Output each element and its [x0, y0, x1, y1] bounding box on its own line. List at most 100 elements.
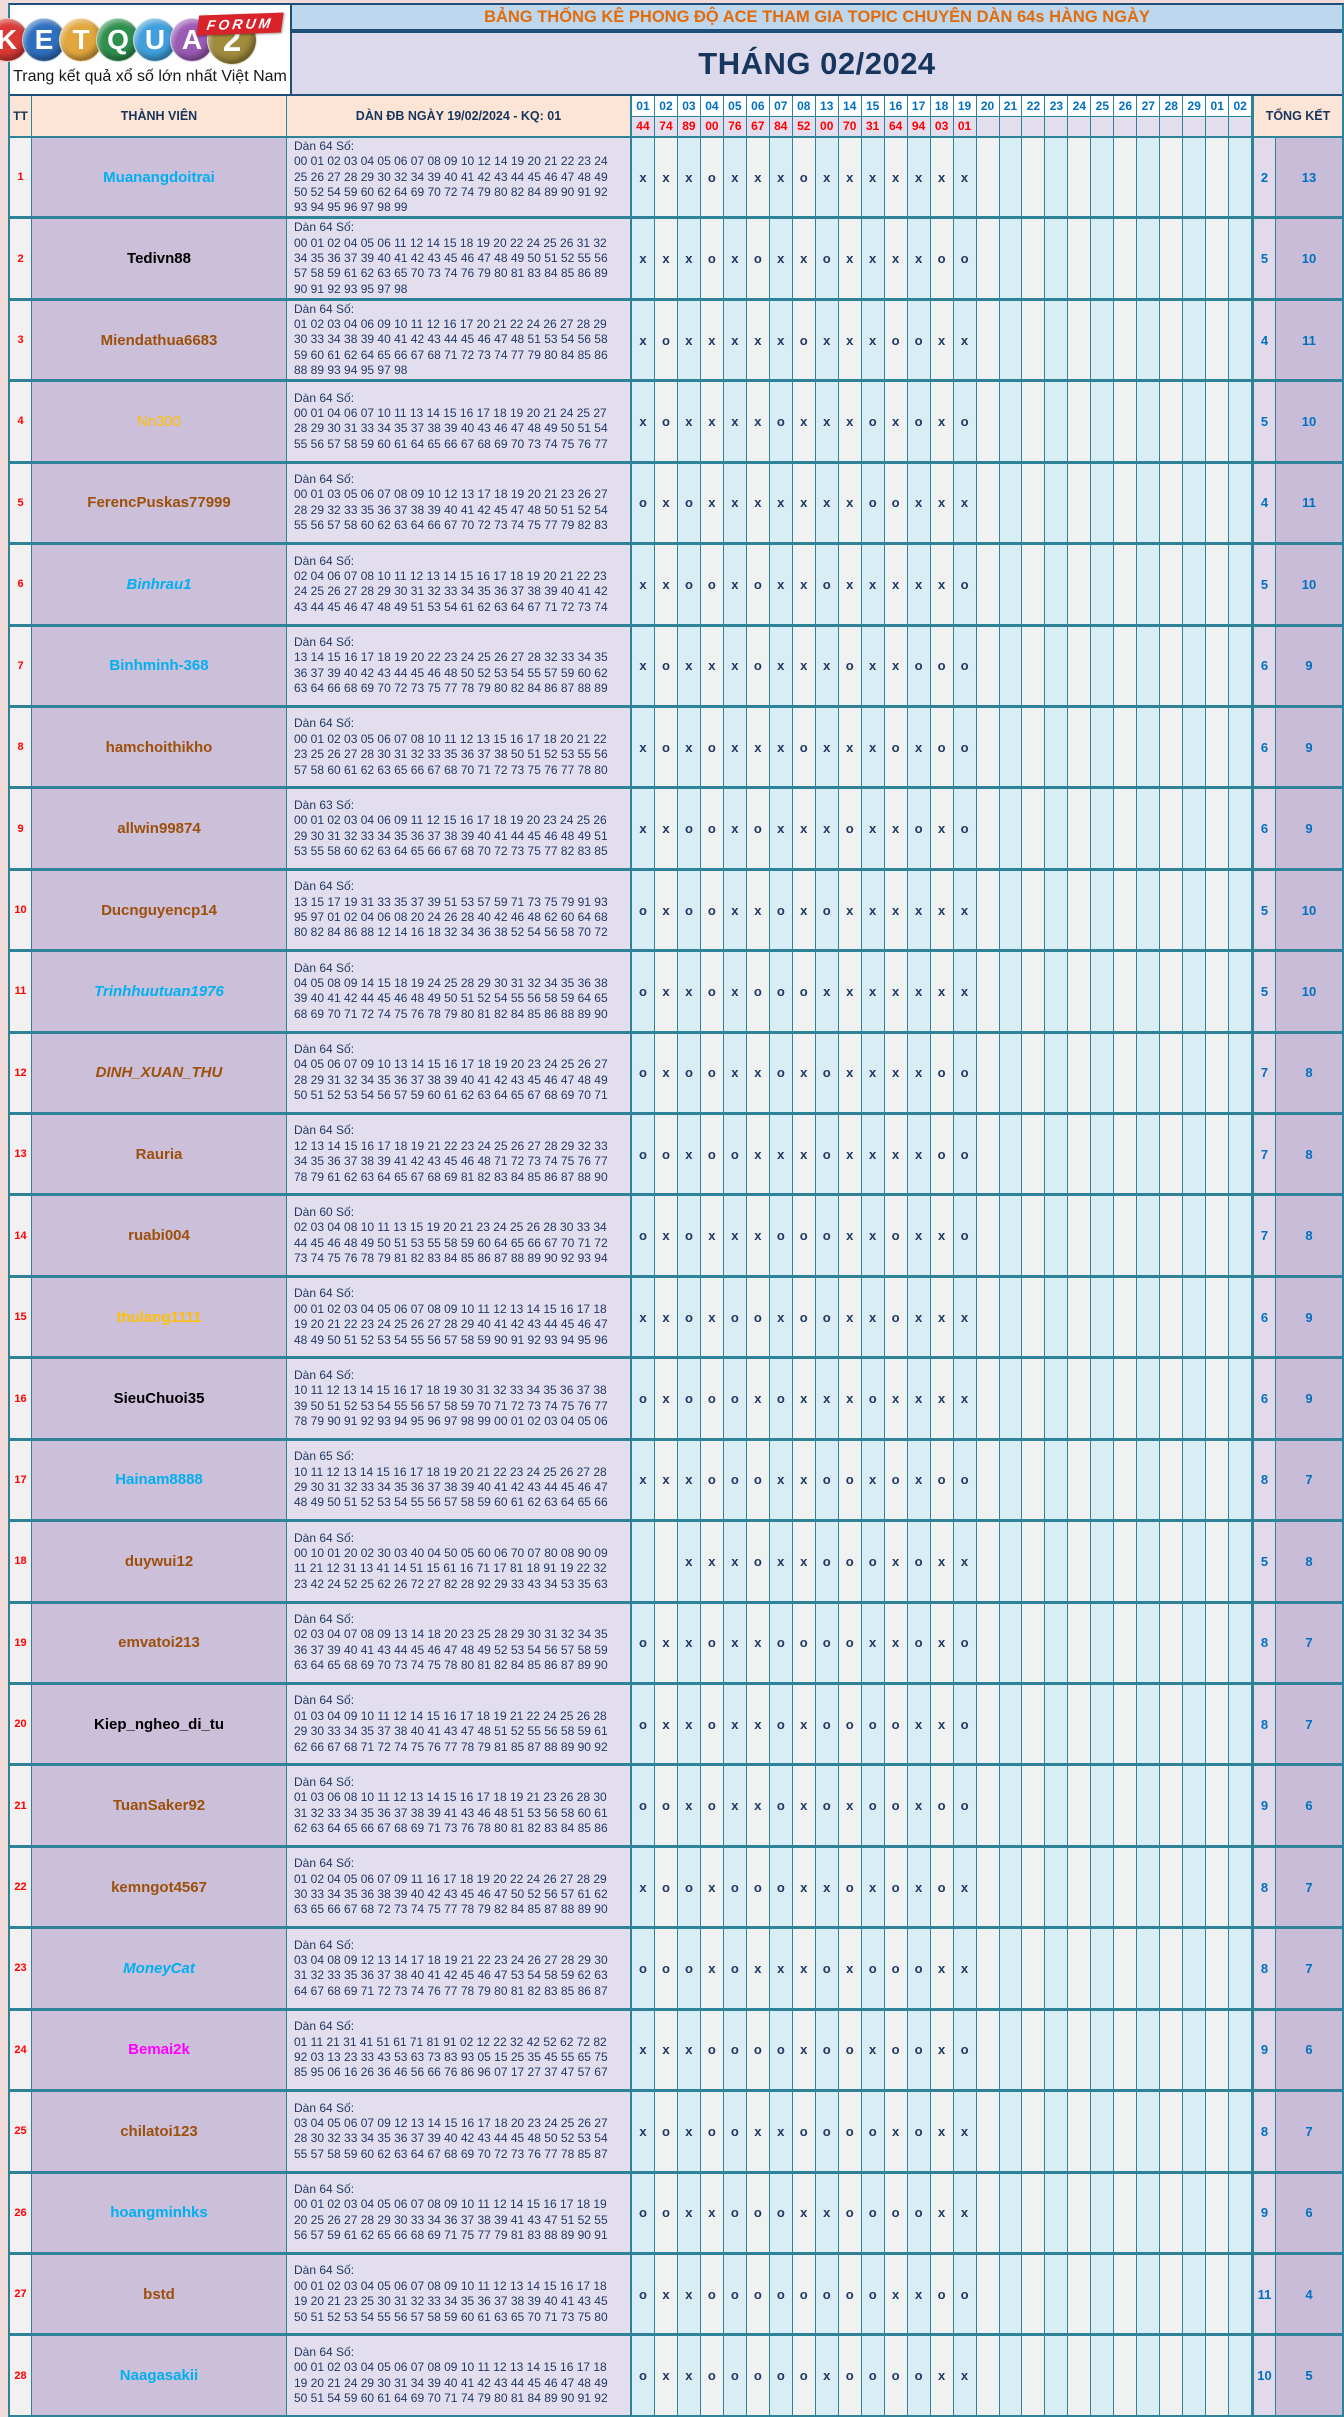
day-mark-cell: o [838, 2173, 862, 2252]
dan-label: Dàn 64 Số: [294, 1367, 355, 1382]
dan-numbers-cell: Dàn 64 Số: 00 01 04 06 07 10 11 13 14 15 … [287, 382, 632, 461]
day-mark-cell [1068, 707, 1092, 787]
member-name-cell: Bemai2k [32, 2010, 287, 2090]
member-name[interactable]: Bemai2k [128, 2041, 190, 2059]
day-mark-cell: x [884, 382, 908, 461]
day-mark-cell [1160, 382, 1184, 461]
day-mark-cell [1183, 382, 1207, 461]
day-mark-cell [976, 870, 1000, 950]
date-header-cell: 14 [839, 96, 862, 116]
day-mark-cell: o [700, 138, 724, 217]
member-name[interactable]: Miendathua6683 [100, 331, 218, 349]
dan-numbers-line: 01 03 06 08 10 11 12 13 14 15 16 17 18 1… [294, 1790, 607, 1805]
member-name-cell: kemngot4567 [32, 1847, 287, 1927]
member-name[interactable]: DINH_XUAN_THU [95, 1064, 223, 1082]
day-mark-cell: o [953, 1115, 977, 1194]
member-name[interactable]: Naagasakii [119, 2367, 199, 2385]
day-mark-cell [999, 707, 1023, 787]
day-mark-cell: o [769, 2336, 793, 2415]
member-name[interactable]: hoangminhks [110, 2204, 208, 2222]
member-name[interactable]: Muanangdoitrai [103, 168, 215, 186]
day-mark-cell [1206, 952, 1230, 1031]
day-mark-cell: o [884, 2173, 908, 2252]
member-name[interactable]: emvatoi213 [118, 1634, 200, 1652]
member-name[interactable]: Nn300 [136, 412, 182, 430]
day-mark-cell [1114, 2010, 1138, 2090]
member-name[interactable]: FerencPuskas77999 [87, 494, 231, 512]
member-name[interactable]: allwin99874 [117, 820, 201, 838]
member-name[interactable]: ruabi004 [128, 1227, 190, 1245]
day-mark-cell [1114, 219, 1138, 298]
day-mark-cell: x [792, 1929, 816, 2008]
member-name[interactable]: Ducnguyencp14 [101, 901, 217, 919]
dan-label: Dàn 64 Số: [294, 1856, 355, 1871]
total-x-count: 11 [1276, 300, 1342, 380]
member-name[interactable]: Kiep_ngheo_di_tu [93, 1715, 224, 1733]
member-name[interactable]: thulang1111 [116, 1308, 202, 1326]
day-mark-cell: o [746, 1847, 770, 1927]
member-name[interactable]: Tedivn88 [127, 250, 191, 268]
day-mark-cell: o [953, 2254, 977, 2334]
day-mark-cell: x [654, 545, 678, 624]
day-mark-cell: o [746, 2010, 770, 2090]
member-name[interactable]: Rauria [135, 1145, 183, 1163]
day-mark-cell: x [861, 626, 885, 705]
member-name[interactable]: kemngot4567 [111, 1878, 207, 1896]
day-mark-cell: x [723, 952, 747, 1031]
day-mark-cell: x [792, 789, 816, 868]
day-mark-cell: o [815, 1766, 839, 1845]
day-mark-cell [976, 1359, 1000, 1438]
member-name[interactable]: Binhrau1 [126, 575, 192, 593]
day-mark-cell [1022, 382, 1046, 461]
day-mark-cell [1183, 2010, 1207, 2090]
day-mark-cell: o [953, 1033, 977, 1113]
day-mark-cell: o [700, 2254, 724, 2334]
dan-numbers-line: 53 55 58 60 62 63 64 65 66 67 68 70 72 7… [294, 843, 608, 858]
member-name[interactable]: bstd [143, 2285, 175, 2303]
member-name[interactable]: Binhminh-368 [109, 657, 209, 675]
col-header-tt: TT [10, 96, 32, 136]
day-mark-cell: o [632, 1685, 655, 1764]
day-mark-cell: x [769, 1522, 793, 1601]
day-mark-cell: o [930, 219, 954, 298]
day-mark-cell [1160, 870, 1184, 950]
member-name[interactable]: Hainam8888 [115, 1471, 203, 1489]
day-mark-cell: x [632, 1440, 655, 1520]
day-mark-cell: x [953, 1847, 977, 1927]
member-name[interactable]: duywui12 [124, 1552, 194, 1570]
day-mark-cell [1160, 1685, 1184, 1764]
day-mark-cell: x [700, 626, 724, 705]
day-mark-cell [1137, 545, 1161, 624]
date-header-cell: 23 [1045, 96, 1069, 116]
member-rank: 19 [10, 1603, 32, 1683]
total-o-count: 5 [1252, 219, 1276, 298]
dan-numbers-line: 01 02 03 04 06 09 10 11 12 16 17 20 21 2… [294, 316, 607, 331]
day-mark-cell: x [769, 1440, 793, 1520]
day-mark-cell [999, 1440, 1023, 1520]
day-mark-cell: x [792, 1440, 816, 1520]
col-header-member: THÀNH VIÊN [32, 96, 287, 136]
day-mark-cell: x [838, 1115, 862, 1194]
member-name[interactable]: hamchoithikho [105, 738, 213, 756]
result-cell: 64 [885, 116, 908, 136]
member-name[interactable]: SieuChuoi35 [113, 1390, 205, 1408]
member-row: 1 Muanangdoitrai Dàn 64 Số: 00 01 02 03 04 … [10, 138, 1342, 220]
day-mark-cell: x [654, 2336, 678, 2415]
day-mark-cell: o [746, 545, 770, 624]
member-name[interactable]: Trinhhuutuan1976 [94, 982, 224, 1000]
day-mark-cell: x [654, 138, 678, 217]
day-mark-cell [1045, 2254, 1069, 2334]
member-name-cell: Naagasakii [32, 2336, 287, 2415]
day-mark-cell [1183, 1359, 1207, 1438]
member-name[interactable]: TuanSaker92 [112, 1797, 206, 1815]
member-name-cell: DINH_XUAN_THU [32, 1033, 287, 1113]
day-mark-cell: o [953, 382, 977, 461]
result-cell [1206, 116, 1230, 136]
day-mark-cell [999, 219, 1023, 298]
member-name[interactable]: chilatoi123 [120, 2122, 198, 2140]
day-mark-cell [1206, 300, 1230, 380]
date-header-cell: 22 [1022, 96, 1046, 116]
member-name[interactable]: MoneyCat [123, 1959, 195, 1977]
day-mark-cell: o [632, 1033, 655, 1113]
